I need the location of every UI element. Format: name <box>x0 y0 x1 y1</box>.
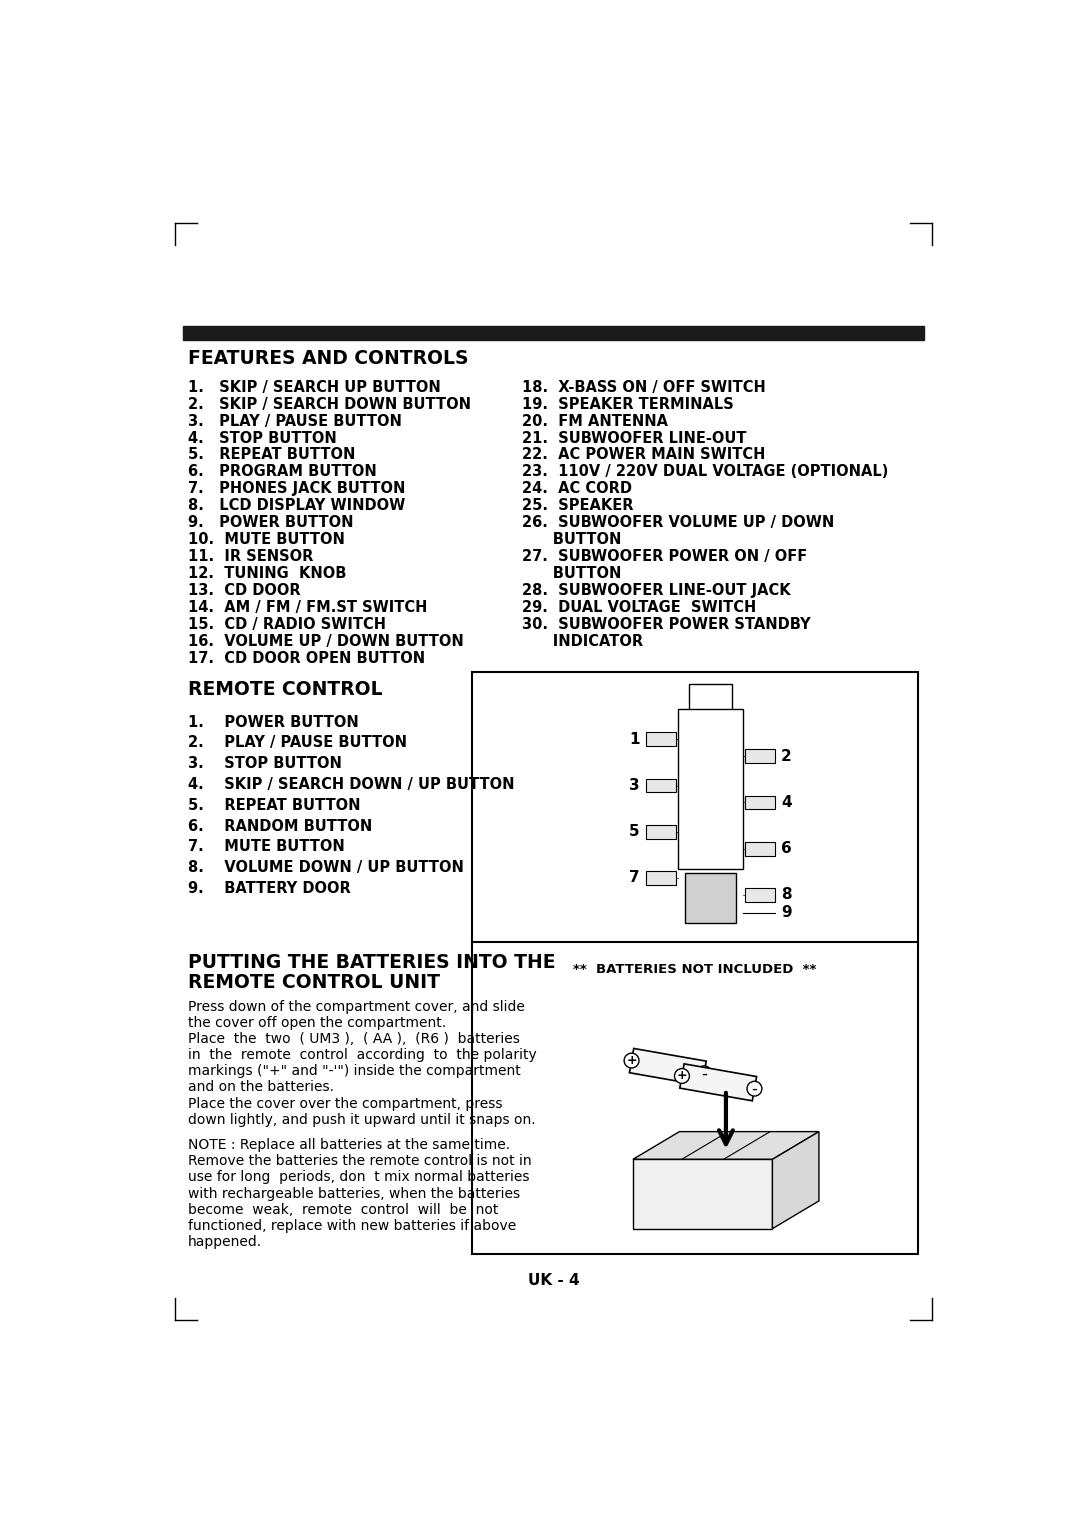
Text: 8.   LCD DISPLAY WINDOW: 8. LCD DISPLAY WINDOW <box>188 498 405 513</box>
Bar <box>689 685 732 711</box>
Text: 7.    MUTE BUTTON: 7. MUTE BUTTON <box>188 839 345 854</box>
Text: NOTE : Replace all batteries at the same time.: NOTE : Replace all batteries at the same… <box>188 1138 510 1152</box>
Text: 9.    BATTERY DOOR: 9. BATTERY DOOR <box>188 882 350 895</box>
Text: 2.    PLAY / PAUSE BUTTON: 2. PLAY / PAUSE BUTTON <box>188 735 407 750</box>
Text: +: + <box>677 1070 687 1082</box>
Text: 21.  SUBWOOFER LINE-OUT: 21. SUBWOOFER LINE-OUT <box>523 431 747 446</box>
Circle shape <box>675 1068 689 1083</box>
Text: 5: 5 <box>630 824 640 839</box>
Text: use for long  periods, don  t mix normal batteries: use for long periods, don t mix normal b… <box>188 1170 529 1184</box>
Circle shape <box>624 1053 639 1068</box>
Text: 7: 7 <box>630 871 640 885</box>
Text: FEATURES AND CONTROLS: FEATURES AND CONTROLS <box>188 348 469 368</box>
Text: +: + <box>626 1054 637 1067</box>
Text: -: - <box>701 1065 707 1082</box>
Polygon shape <box>679 1063 757 1100</box>
Circle shape <box>697 1067 712 1080</box>
Text: 4: 4 <box>781 795 792 810</box>
Bar <box>745 888 774 902</box>
Bar <box>646 779 676 793</box>
Text: with rechargeable batteries, when the batteries: with rechargeable batteries, when the ba… <box>188 1187 519 1201</box>
Text: 6.    RANDOM BUTTON: 6. RANDOM BUTTON <box>188 819 372 834</box>
Text: down lightly, and push it upward until it snaps on.: down lightly, and push it upward until i… <box>188 1112 536 1126</box>
Text: 3.   PLAY / PAUSE BUTTON: 3. PLAY / PAUSE BUTTON <box>188 414 402 428</box>
Text: REMOTE CONTROL: REMOTE CONTROL <box>188 680 382 698</box>
Text: 9.   POWER BUTTON: 9. POWER BUTTON <box>188 515 353 530</box>
Polygon shape <box>633 1160 772 1229</box>
Text: 9: 9 <box>781 906 792 920</box>
Bar <box>745 842 774 856</box>
Text: 2: 2 <box>781 749 792 764</box>
Text: 24.  AC CORD: 24. AC CORD <box>523 481 633 497</box>
Bar <box>646 825 676 839</box>
Text: 29.  DUAL VOLTAGE  SWITCH: 29. DUAL VOLTAGE SWITCH <box>523 601 757 614</box>
Text: 3.    STOP BUTTON: 3. STOP BUTTON <box>188 756 341 772</box>
Text: 1: 1 <box>630 732 640 747</box>
Text: 20.  FM ANTENNA: 20. FM ANTENNA <box>523 414 669 428</box>
Text: **  BATTERIES NOT INCLUDED  **: ** BATTERIES NOT INCLUDED ** <box>573 963 816 976</box>
Text: 6.   PROGRAM BUTTON: 6. PROGRAM BUTTON <box>188 465 377 480</box>
Text: markings ("+" and "-'") inside the compartment: markings ("+" and "-'") inside the compa… <box>188 1063 521 1079</box>
Text: BUTTON: BUTTON <box>523 532 622 547</box>
Polygon shape <box>633 1132 819 1160</box>
Text: the cover off open the compartment.: the cover off open the compartment. <box>188 1016 446 1030</box>
Text: 15.  CD / RADIO SWITCH: 15. CD / RADIO SWITCH <box>188 617 386 633</box>
Text: 1.   SKIP / SEARCH UP BUTTON: 1. SKIP / SEARCH UP BUTTON <box>188 380 441 394</box>
Polygon shape <box>772 1132 819 1229</box>
Text: 4.   STOP BUTTON: 4. STOP BUTTON <box>188 431 337 446</box>
Bar <box>745 796 774 810</box>
Text: 27.  SUBWOOFER POWER ON / OFF: 27. SUBWOOFER POWER ON / OFF <box>523 549 808 564</box>
Bar <box>685 872 735 923</box>
Text: 28.  SUBWOOFER LINE-OUT JACK: 28. SUBWOOFER LINE-OUT JACK <box>523 584 792 597</box>
Text: 4.    SKIP / SEARCH DOWN / UP BUTTON: 4. SKIP / SEARCH DOWN / UP BUTTON <box>188 778 514 792</box>
Text: Place  the  two  ( UM3 ),  ( AA ),  (R6 )  batteries: Place the two ( UM3 ), ( AA ), (R6 ) bat… <box>188 1031 519 1045</box>
Polygon shape <box>630 1048 706 1085</box>
Text: 11.  IR SENSOR: 11. IR SENSOR <box>188 549 313 564</box>
Bar <box>646 871 676 885</box>
Bar <box>745 749 774 762</box>
Text: 12.  TUNING  KNOB: 12. TUNING KNOB <box>188 565 346 581</box>
Text: 16.  VOLUME UP / DOWN BUTTON: 16. VOLUME UP / DOWN BUTTON <box>188 634 463 649</box>
Text: -: - <box>752 1080 757 1097</box>
Text: 7.   PHONES JACK BUTTON: 7. PHONES JACK BUTTON <box>188 481 405 497</box>
Text: 3: 3 <box>630 778 640 793</box>
Bar <box>472 941 918 1253</box>
Text: 8.    VOLUME DOWN / UP BUTTON: 8. VOLUME DOWN / UP BUTTON <box>188 860 463 876</box>
Text: INDICATOR: INDICATOR <box>523 634 644 649</box>
Text: 23.  110V / 220V DUAL VOLTAGE (OPTIONAL): 23. 110V / 220V DUAL VOLTAGE (OPTIONAL) <box>523 465 889 480</box>
Text: 1.    POWER BUTTON: 1. POWER BUTTON <box>188 715 359 730</box>
Text: PUTTING THE BATTERIES INTO THE: PUTTING THE BATTERIES INTO THE <box>188 953 555 972</box>
Text: Press down of the compartment cover, and slide: Press down of the compartment cover, and… <box>188 999 525 1013</box>
Circle shape <box>747 1082 761 1096</box>
Text: UK - 4: UK - 4 <box>528 1273 579 1288</box>
Text: 13.  CD DOOR: 13. CD DOOR <box>188 584 300 597</box>
Text: and on the batteries.: and on the batteries. <box>188 1080 334 1094</box>
Bar <box>678 709 743 868</box>
Text: Place the cover over the compartment, press: Place the cover over the compartment, pr… <box>188 1097 502 1111</box>
Text: functioned, replace with new batteries if above: functioned, replace with new batteries i… <box>188 1219 516 1233</box>
Text: in  the  remote  control  according  to  the polarity: in the remote control according to the p… <box>188 1048 537 1062</box>
Text: 6: 6 <box>781 840 792 856</box>
Text: 19.  SPEAKER TERMINALS: 19. SPEAKER TERMINALS <box>523 397 734 411</box>
Text: 25.  SPEAKER: 25. SPEAKER <box>523 498 634 513</box>
Text: 8: 8 <box>781 888 792 903</box>
Text: 2.   SKIP / SEARCH DOWN BUTTON: 2. SKIP / SEARCH DOWN BUTTON <box>188 397 471 411</box>
Bar <box>646 732 676 746</box>
Text: 26.  SUBWOOFER VOLUME UP / DOWN: 26. SUBWOOFER VOLUME UP / DOWN <box>523 515 835 530</box>
Bar <box>183 325 924 339</box>
Text: 5.   REPEAT BUTTON: 5. REPEAT BUTTON <box>188 448 355 463</box>
Text: 30.  SUBWOOFER POWER STANDBY: 30. SUBWOOFER POWER STANDBY <box>523 617 811 633</box>
Text: REMOTE CONTROL UNIT: REMOTE CONTROL UNIT <box>188 973 440 992</box>
Text: Remove the batteries the remote control is not in: Remove the batteries the remote control … <box>188 1154 531 1169</box>
Text: happened.: happened. <box>188 1235 261 1250</box>
Text: 5.    REPEAT BUTTON: 5. REPEAT BUTTON <box>188 798 361 813</box>
Text: 17.  CD DOOR OPEN BUTTON: 17. CD DOOR OPEN BUTTON <box>188 651 424 666</box>
Text: BUTTON: BUTTON <box>523 565 622 581</box>
Text: 10.  MUTE BUTTON: 10. MUTE BUTTON <box>188 532 345 547</box>
Text: 18.  X-BASS ON / OFF SWITCH: 18. X-BASS ON / OFF SWITCH <box>523 380 766 394</box>
Text: 14.  AM / FM / FM.ST SWITCH: 14. AM / FM / FM.ST SWITCH <box>188 601 427 614</box>
Text: 22.  AC POWER MAIN SWITCH: 22. AC POWER MAIN SWITCH <box>523 448 766 463</box>
Bar <box>472 672 918 946</box>
Text: become  weak,  remote  control  will  be  not: become weak, remote control will be not <box>188 1203 498 1216</box>
